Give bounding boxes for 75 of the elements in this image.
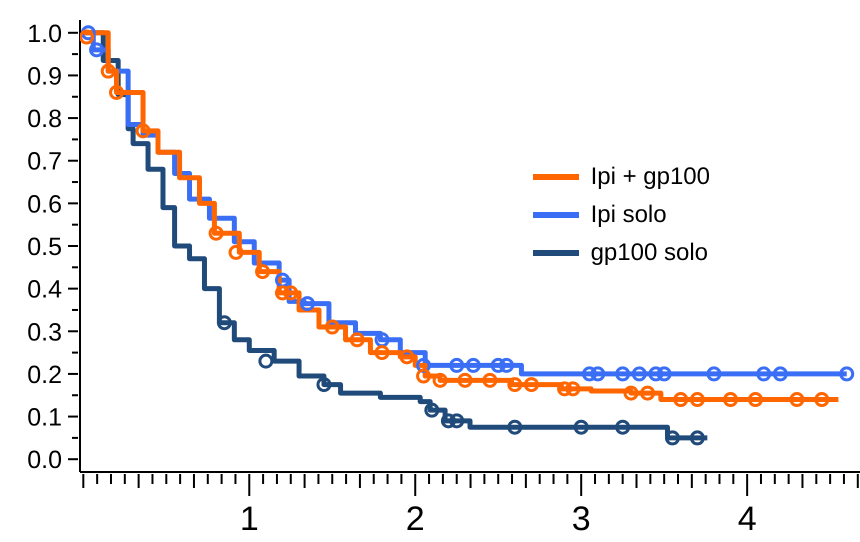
point bbox=[664, 430, 680, 446]
point bbox=[449, 413, 464, 428]
point bbox=[283, 285, 298, 300]
y-tick-label: 0.8 bbox=[27, 105, 62, 134]
point bbox=[656, 366, 672, 382]
point bbox=[623, 386, 638, 401]
point bbox=[772, 366, 788, 382]
point bbox=[136, 123, 151, 138]
y-tick-label: 0.7 bbox=[27, 148, 62, 176]
point bbox=[80, 30, 94, 45]
point bbox=[690, 430, 705, 446]
point bbox=[374, 332, 390, 348]
point bbox=[839, 366, 854, 382]
y-tick-label: 0.6 bbox=[27, 190, 62, 218]
point bbox=[89, 42, 104, 58]
point bbox=[499, 358, 514, 373]
point bbox=[748, 392, 763, 408]
point bbox=[615, 420, 630, 435]
point bbox=[706, 366, 722, 382]
point bbox=[399, 349, 414, 364]
point bbox=[690, 392, 705, 408]
point bbox=[100, 64, 116, 79]
x-tick-label: 2 bbox=[406, 500, 425, 538]
point bbox=[814, 392, 830, 408]
point bbox=[524, 377, 539, 392]
point bbox=[673, 392, 688, 408]
point bbox=[466, 358, 481, 373]
y-tick-label: 0.3 bbox=[27, 318, 62, 346]
point bbox=[208, 226, 224, 241]
point bbox=[416, 368, 432, 384]
point bbox=[228, 244, 244, 260]
point bbox=[300, 296, 315, 312]
point bbox=[557, 381, 572, 396]
y-tick-label: 0.2 bbox=[27, 360, 62, 389]
point bbox=[582, 366, 597, 382]
point bbox=[449, 358, 464, 373]
point bbox=[258, 354, 274, 369]
point bbox=[482, 372, 498, 388]
point bbox=[615, 366, 630, 382]
legend-label: Ipi solo bbox=[590, 201, 667, 229]
point bbox=[507, 377, 522, 392]
x-tick-label: 1 bbox=[240, 500, 259, 538]
y-tick-label: 0.0 bbox=[27, 446, 62, 474]
point bbox=[216, 315, 232, 330]
point bbox=[432, 372, 448, 388]
point bbox=[632, 366, 647, 382]
point bbox=[324, 320, 340, 335]
point bbox=[374, 345, 390, 360]
point bbox=[789, 392, 804, 408]
point bbox=[350, 332, 365, 348]
legend-label: Ipi + gp100 bbox=[590, 163, 710, 191]
x-tick-label: 4 bbox=[738, 500, 757, 538]
point bbox=[723, 392, 738, 408]
y-tick-label: 0.5 bbox=[27, 233, 62, 261]
x-tick-label: 3 bbox=[572, 500, 591, 538]
point bbox=[590, 366, 606, 382]
point bbox=[255, 264, 270, 280]
point bbox=[640, 386, 656, 401]
point bbox=[274, 285, 290, 300]
point bbox=[574, 420, 589, 435]
point bbox=[109, 84, 124, 100]
legend-label: gp100 solo bbox=[590, 239, 708, 267]
point bbox=[648, 366, 664, 382]
y-tick-label: 0.9 bbox=[27, 62, 62, 90]
y-tick-label: 1.0 bbox=[27, 20, 62, 48]
point bbox=[316, 377, 332, 392]
point bbox=[440, 413, 456, 428]
point bbox=[424, 402, 440, 418]
point bbox=[565, 381, 580, 396]
point bbox=[458, 372, 473, 388]
point bbox=[490, 358, 506, 373]
point bbox=[507, 420, 522, 435]
y-tick-label: 0.1 bbox=[27, 404, 62, 432]
y-tick-label: 0.4 bbox=[27, 276, 62, 304]
point bbox=[756, 366, 772, 382]
